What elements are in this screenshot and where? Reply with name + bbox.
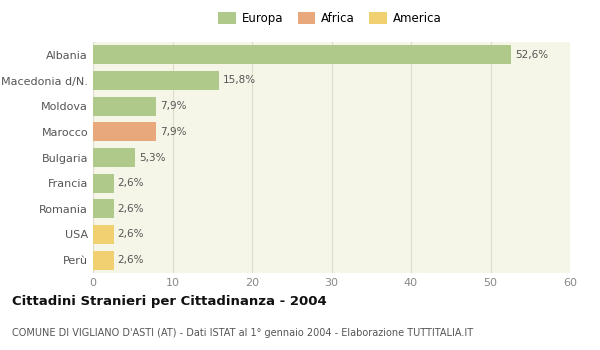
Text: 15,8%: 15,8% [223,76,256,85]
Bar [93,225,113,244]
Text: 2,6%: 2,6% [118,230,144,239]
Bar [93,45,511,64]
Text: Cittadini Stranieri per Cittadinanza - 2004: Cittadini Stranieri per Cittadinanza - 2… [12,294,327,308]
Text: COMUNE DI VIGLIANO D'ASTI (AT) - Dati ISTAT al 1° gennaio 2004 - Elaborazione TU: COMUNE DI VIGLIANO D'ASTI (AT) - Dati IS… [12,328,473,338]
Bar [93,71,218,90]
Legend: Europa, Africa, America: Europa, Africa, America [216,9,444,27]
Text: 7,9%: 7,9% [160,101,186,111]
Bar [93,122,156,141]
Bar [93,174,113,193]
Text: 2,6%: 2,6% [118,178,144,188]
Text: 7,9%: 7,9% [160,127,186,137]
Text: 52,6%: 52,6% [515,50,548,60]
Text: 2,6%: 2,6% [118,204,144,214]
Text: 5,3%: 5,3% [139,153,166,162]
Bar [93,97,156,116]
Bar [93,148,135,167]
Bar [93,251,113,270]
Bar [93,199,113,218]
Text: 2,6%: 2,6% [118,255,144,265]
